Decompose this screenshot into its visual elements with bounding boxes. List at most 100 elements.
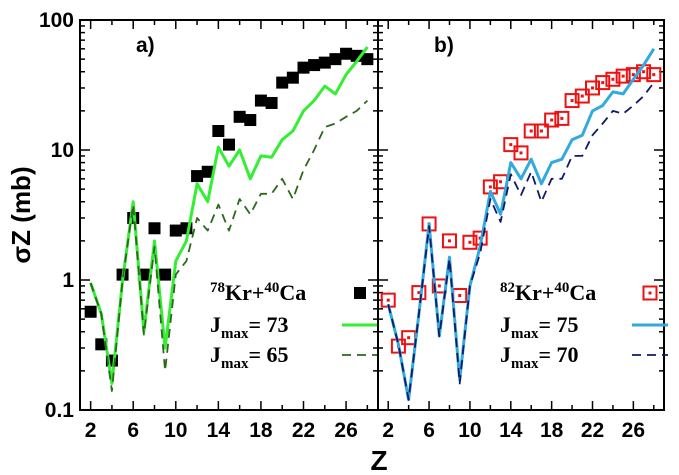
data-point bbox=[233, 110, 246, 123]
y-tick-label: 100 bbox=[39, 9, 74, 32]
data-point-dot bbox=[570, 99, 574, 103]
legend-sup: 40 bbox=[264, 280, 279, 296]
data-point bbox=[286, 71, 299, 84]
data-point bbox=[169, 224, 182, 237]
data-point bbox=[265, 96, 278, 109]
data-point-dot bbox=[417, 291, 421, 295]
legend-label: 82Kr+40Ca bbox=[500, 280, 596, 305]
series-line-2 bbox=[387, 82, 655, 401]
data-point bbox=[533, 123, 549, 139]
data-point-dot bbox=[591, 86, 594, 90]
legend-rest: = 65 bbox=[249, 342, 289, 367]
legend-sup: 78 bbox=[210, 280, 225, 296]
legend-key-marker bbox=[354, 287, 366, 299]
legend-rest: = 75 bbox=[539, 312, 579, 337]
series-line-1 bbox=[386, 48, 656, 402]
x-tick-label: 18 bbox=[249, 419, 273, 442]
x-tick-label: 10 bbox=[164, 419, 187, 442]
data-point bbox=[564, 93, 580, 109]
data-point bbox=[201, 165, 214, 178]
series-line-2 bbox=[89, 99, 369, 392]
legend-base: Kr+ bbox=[515, 280, 554, 305]
data-point-dot bbox=[509, 143, 513, 147]
data-point bbox=[585, 80, 600, 96]
data-point bbox=[554, 110, 570, 126]
legend-sub: max bbox=[511, 326, 539, 342]
data-point bbox=[462, 234, 478, 250]
legend-base: J bbox=[500, 312, 511, 337]
data-point bbox=[595, 75, 611, 91]
data-point bbox=[318, 56, 331, 69]
x-tick-label: 26 bbox=[622, 419, 645, 442]
x-tick-label: 22 bbox=[292, 419, 315, 442]
panel-label: a) bbox=[136, 34, 155, 57]
data-point bbox=[148, 222, 161, 235]
data-point bbox=[646, 67, 662, 83]
data-point bbox=[223, 138, 235, 151]
legend-base: Ca bbox=[569, 280, 596, 305]
data-point bbox=[191, 170, 204, 183]
legend-sup: 40 bbox=[554, 280, 569, 296]
plot-frame bbox=[377, 19, 665, 411]
data-point bbox=[361, 53, 374, 66]
series-group bbox=[84, 46, 374, 392]
x-tick-label: 10 bbox=[458, 419, 481, 442]
legend-label: Jmax= 65 bbox=[210, 342, 289, 372]
data-point-dot bbox=[611, 77, 615, 81]
data-point-dot bbox=[539, 129, 543, 133]
data-point bbox=[254, 94, 267, 107]
data-point bbox=[244, 114, 257, 127]
x-axis-title: Z bbox=[370, 445, 387, 475]
data-point-dot bbox=[386, 298, 390, 302]
data-point-dot bbox=[448, 239, 451, 243]
data-point bbox=[544, 112, 560, 128]
data-point bbox=[329, 53, 342, 66]
x-tick-label: 18 bbox=[540, 419, 564, 442]
data-point-dot bbox=[652, 73, 656, 77]
data-point bbox=[276, 76, 289, 89]
legend-sup: 82 bbox=[500, 280, 515, 296]
legend-base: Kr+ bbox=[225, 280, 264, 305]
data-point-dot bbox=[560, 116, 564, 120]
data-point bbox=[442, 233, 457, 249]
x-tick-label: 14 bbox=[499, 419, 523, 442]
data-point-dot bbox=[458, 293, 462, 297]
data-point-dot bbox=[407, 336, 411, 340]
x-tick-label: 2 bbox=[85, 419, 97, 442]
data-point bbox=[84, 305, 97, 318]
legend-base: J bbox=[210, 342, 221, 367]
data-point-dot bbox=[621, 74, 625, 78]
legend-key-marker bbox=[642, 285, 658, 301]
x-tick-label: 6 bbox=[423, 419, 435, 442]
data-point-dot bbox=[468, 240, 472, 244]
data-point-dot bbox=[488, 185, 492, 189]
legend-sub: max bbox=[221, 326, 249, 342]
x-tick-label: 22 bbox=[581, 419, 604, 442]
legend-label: Jmax= 70 bbox=[500, 342, 579, 372]
panel-label: b) bbox=[434, 34, 454, 57]
data-point-dot bbox=[550, 118, 554, 122]
legend-label: Jmax= 75 bbox=[500, 312, 579, 342]
data-point-dot bbox=[437, 284, 441, 288]
data-point-dot bbox=[529, 129, 533, 133]
data-point bbox=[159, 268, 172, 281]
y-tick-label: 0.1 bbox=[45, 399, 75, 422]
x-tick-label: 6 bbox=[127, 419, 139, 442]
y-tick-label: 1 bbox=[62, 269, 74, 292]
legend-label: Jmax= 73 bbox=[210, 312, 289, 342]
legend-base: J bbox=[500, 342, 511, 367]
data-point bbox=[523, 123, 539, 139]
x-tick-label: 26 bbox=[334, 419, 357, 442]
data-point bbox=[212, 125, 225, 138]
data-point-dot bbox=[499, 180, 503, 184]
legend-label: 78Kr+40Ca bbox=[210, 280, 306, 305]
data-point-dot bbox=[642, 70, 646, 74]
data-point bbox=[308, 59, 321, 72]
legend-rest: = 73 bbox=[249, 312, 289, 337]
data-point bbox=[503, 137, 519, 153]
data-point bbox=[615, 68, 631, 84]
legend-base: J bbox=[210, 312, 221, 337]
